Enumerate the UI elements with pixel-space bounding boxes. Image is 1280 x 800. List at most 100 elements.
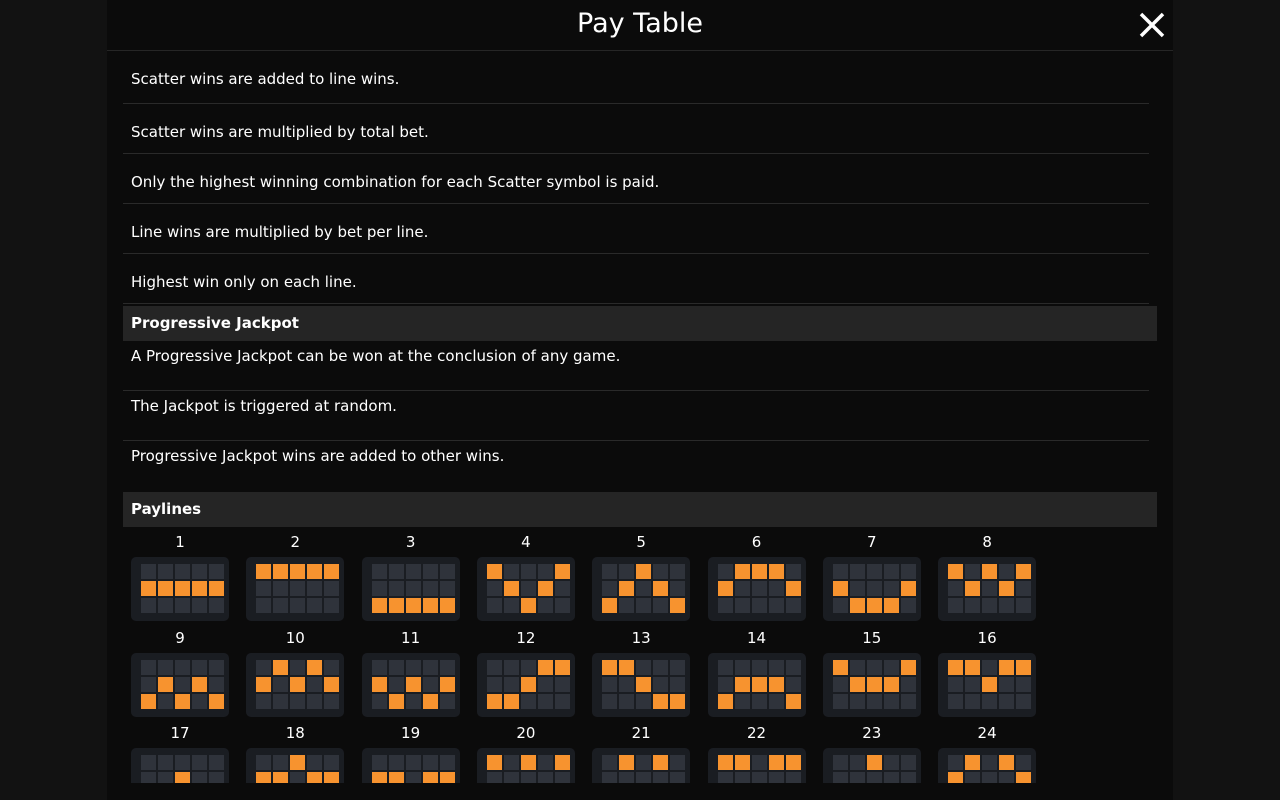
pattern-cell	[948, 564, 964, 579]
pattern-cell	[371, 564, 387, 579]
pattern-cell	[982, 598, 998, 613]
pattern-cell	[192, 676, 207, 692]
pattern-cell	[883, 676, 899, 692]
pattern-cell	[439, 676, 455, 692]
pattern-cell	[636, 581, 652, 596]
pattern-cell	[982, 693, 998, 709]
pattern-cell	[636, 598, 652, 613]
pattern-cell	[653, 564, 669, 579]
pattern-cell	[602, 659, 618, 675]
pattern-cell	[900, 676, 916, 692]
pattern-cell	[948, 581, 964, 596]
pattern-cell	[209, 755, 224, 770]
pattern-cell	[388, 581, 404, 596]
rule-item: A Progressive Jackpot can be won at the …	[123, 341, 1149, 391]
pattern-cell	[554, 598, 570, 613]
pattern-cell	[965, 598, 981, 613]
pattern-cell	[503, 659, 519, 675]
pattern-cell	[439, 659, 455, 675]
pattern-cell	[388, 564, 404, 579]
pattern-cell	[785, 564, 801, 579]
pattern-cell	[602, 693, 618, 709]
pattern-cell	[619, 755, 635, 770]
pattern-cell	[619, 772, 635, 783]
pattern-cell	[948, 659, 964, 675]
pattern-cell	[256, 676, 272, 692]
pattern-cell	[422, 564, 438, 579]
close-button[interactable]	[1139, 12, 1165, 38]
title: Pay Table	[577, 8, 703, 39]
rule-item: Progressive Jackpot wins are added to ot…	[131, 447, 505, 465]
payline-number: 2	[290, 533, 301, 551]
pattern-cell	[290, 676, 306, 692]
payline-pattern	[592, 652, 691, 717]
pattern-cell	[948, 676, 964, 692]
pattern-cell	[273, 755, 289, 770]
pattern-cell	[273, 676, 289, 692]
pattern-cell	[290, 564, 306, 579]
pattern-cell	[982, 659, 998, 675]
rule-item: Scatter wins are added to line wins.	[123, 51, 1149, 104]
pattern-cell	[734, 755, 750, 770]
pattern-cell	[256, 659, 272, 675]
pattern-cell	[405, 564, 421, 579]
pattern-cell	[751, 581, 767, 596]
payline-pattern	[822, 557, 921, 621]
header: Pay Table	[107, 0, 1173, 51]
pattern-cell	[503, 581, 519, 596]
payline-number: 19	[401, 724, 421, 742]
pattern-cell	[324, 659, 340, 675]
pattern-cell	[158, 598, 173, 613]
pattern-cell	[717, 564, 733, 579]
payline-number: 13	[631, 628, 651, 647]
rule-item: The Jackpot is triggered at random.	[123, 391, 1149, 441]
pattern-cell	[209, 598, 224, 613]
pattern-cell	[324, 693, 340, 709]
pattern-cell	[158, 772, 173, 783]
pattern-cell	[883, 772, 899, 783]
pattern-cell	[209, 564, 224, 579]
pattern-cell	[1016, 598, 1032, 613]
pattern-cell	[273, 693, 289, 709]
payline-pattern	[131, 557, 229, 621]
pattern-cell	[256, 581, 272, 596]
payline-number: 1	[175, 533, 185, 551]
payline: 3	[361, 529, 460, 621]
payline-number: 12	[516, 628, 536, 647]
pattern-cell	[290, 772, 306, 783]
pattern-cell	[900, 693, 916, 709]
payline: 9	[131, 625, 229, 717]
pattern-cell	[619, 659, 635, 675]
pattern-cell	[866, 564, 882, 579]
pattern-cell	[717, 676, 733, 692]
pattern-cell	[405, 676, 421, 692]
pattern-cell	[273, 598, 289, 613]
pattern-cell	[751, 755, 767, 770]
payline-pattern	[361, 652, 460, 717]
payline: 16	[938, 625, 1037, 717]
pattern-cell	[866, 755, 882, 770]
pattern-cell	[883, 693, 899, 709]
pattern-cell	[273, 772, 289, 783]
payline-number: 23	[862, 724, 882, 742]
pattern-cell	[636, 659, 652, 675]
pattern-cell	[948, 693, 964, 709]
pattern-cell	[209, 676, 224, 692]
payline: 8	[938, 529, 1037, 621]
pattern-cell	[307, 659, 323, 675]
pattern-cell	[1016, 676, 1032, 692]
pattern-cell	[948, 772, 964, 783]
pattern-cell	[602, 676, 618, 692]
pattern-cell	[290, 755, 306, 770]
pattern-cell	[158, 581, 173, 596]
pattern-cell	[636, 676, 652, 692]
pattern-cell	[141, 564, 156, 579]
pattern-cell	[883, 755, 899, 770]
payline-pattern	[938, 652, 1037, 717]
pattern-cell	[751, 564, 767, 579]
pattern-cell	[141, 659, 156, 675]
pattern-cell	[734, 659, 750, 675]
pattern-cell	[717, 598, 733, 613]
payline: 11	[361, 625, 460, 717]
